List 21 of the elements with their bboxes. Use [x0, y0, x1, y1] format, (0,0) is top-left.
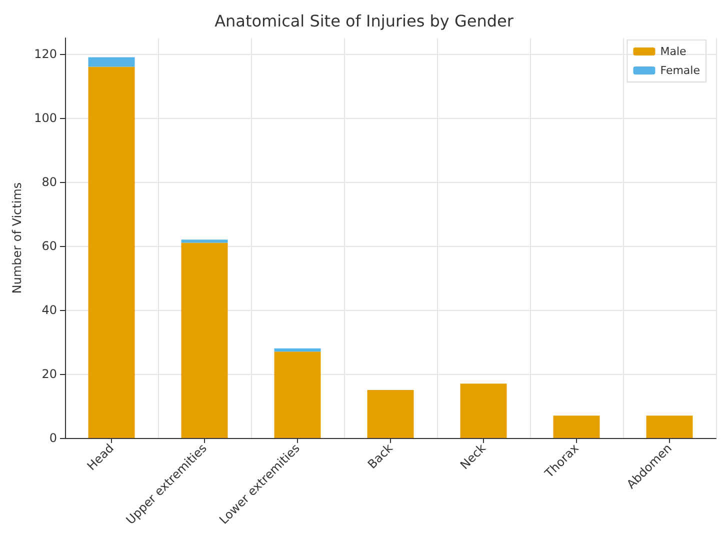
- y-tick-label: 0: [49, 431, 57, 445]
- y-tick-label: 20: [42, 367, 57, 381]
- bar: [88, 57, 135, 67]
- y-tick-label: 120: [34, 47, 57, 61]
- bar: [88, 66, 135, 438]
- y-tick-label: 40: [42, 303, 57, 317]
- bar: [274, 348, 321, 352]
- bar: [181, 240, 228, 243]
- chart-title: Anatomical Site of Injuries by Gender: [214, 12, 514, 30]
- y-tick-label: 80: [42, 175, 57, 189]
- bar: [553, 416, 600, 438]
- bar: [181, 242, 228, 438]
- y-tick-label: 100: [34, 111, 57, 125]
- bar: [646, 416, 693, 438]
- y-tick-label: 60: [42, 239, 57, 253]
- bar: [460, 384, 507, 438]
- legend-label: Male: [660, 45, 687, 58]
- legend-label: Female: [660, 64, 700, 77]
- bar: [367, 390, 414, 438]
- bar: [274, 352, 321, 438]
- y-axis-title: Number of Victims: [10, 182, 24, 294]
